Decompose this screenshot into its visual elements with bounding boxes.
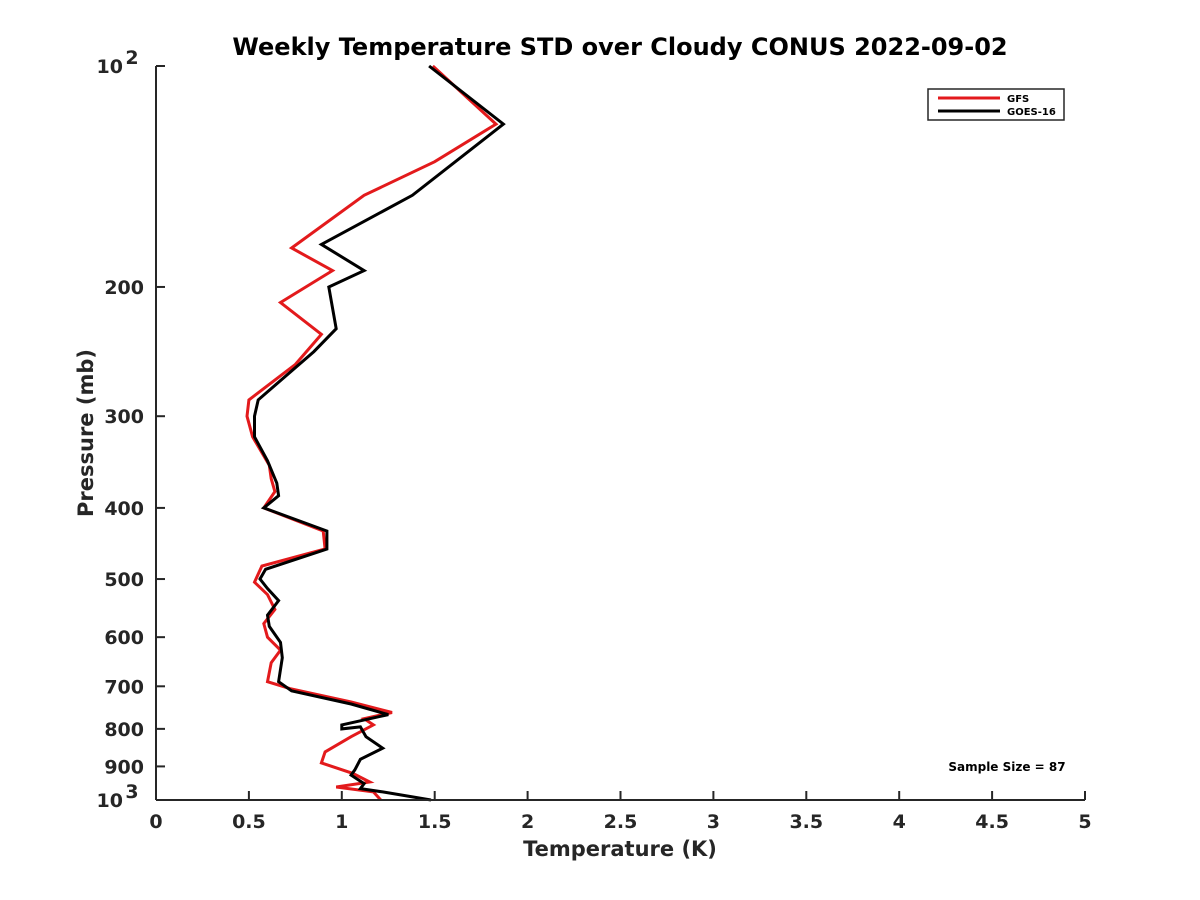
- y-tick-label: 900: [104, 756, 144, 778]
- y-tick-label: 800: [104, 719, 144, 741]
- x-axis-label: Temperature (K): [523, 837, 717, 861]
- y-tick-exponent: 3: [125, 781, 138, 803]
- x-tick-label: 4: [893, 811, 906, 833]
- legend-label: GFS: [1007, 94, 1029, 105]
- y-tick-label: 300: [104, 406, 144, 428]
- y-tick-label: 10: [97, 790, 123, 812]
- x-tick-label: 0.5: [232, 811, 266, 833]
- x-tick-label: 3.5: [789, 811, 823, 833]
- sample-size-annotation: Sample Size = 87: [948, 760, 1065, 774]
- x-tick-label: 5: [1078, 811, 1091, 833]
- legend-box: [927, 88, 1065, 121]
- y-tick-label: 200: [104, 277, 144, 299]
- x-tick-label: 2.5: [604, 811, 638, 833]
- series-line-gfs: [245, 64, 499, 802]
- x-tick-label: 1: [335, 811, 348, 833]
- y-tick-label: 10: [97, 56, 123, 78]
- y-tick-label: 500: [104, 569, 144, 591]
- y-tick-exponent: 2: [125, 47, 138, 69]
- chart-title: Weekly Temperature STD over Cloudy CONUS…: [232, 33, 1007, 61]
- y-tick-label: 700: [104, 676, 144, 698]
- series-line-goes-16: [253, 64, 506, 802]
- plot-area: [245, 64, 506, 802]
- legend: GFS GOES-16: [927, 88, 1065, 121]
- y-tick-label: 600: [104, 627, 144, 649]
- x-tick-label: 4.5: [975, 811, 1009, 833]
- y-axis-label: Pressure (mb): [74, 349, 98, 517]
- y-tick-label: 400: [104, 498, 144, 520]
- x-tick-label: 1.5: [418, 811, 452, 833]
- x-tick-label: 0: [149, 811, 162, 833]
- x-tick-label: 2: [521, 811, 534, 833]
- legend-label: GOES-16: [1007, 107, 1056, 118]
- x-tick-label: 3: [707, 811, 720, 833]
- x-axis: 0 0.5 1 1.5 2 2.5 3 3.5 4 4.5 5: [149, 791, 1092, 833]
